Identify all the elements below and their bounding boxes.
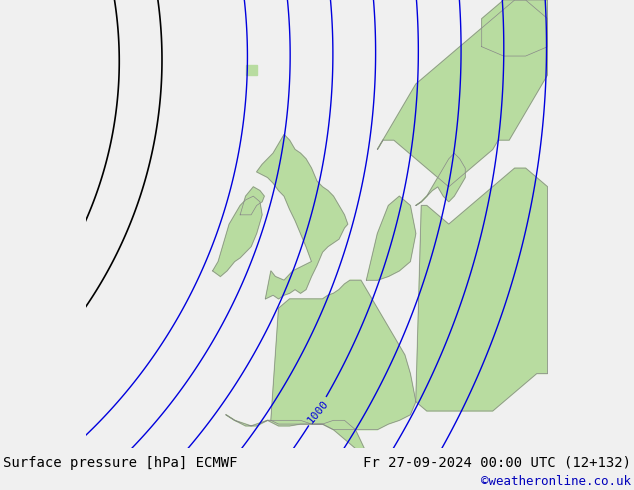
Text: 996: 996 — [202, 474, 223, 490]
Polygon shape — [257, 135, 347, 299]
Polygon shape — [245, 65, 257, 75]
Text: ©weatheronline.co.uk: ©weatheronline.co.uk — [481, 475, 631, 488]
Text: 984: 984 — [40, 456, 62, 475]
Polygon shape — [226, 415, 364, 458]
Text: 988: 988 — [65, 489, 88, 490]
Polygon shape — [377, 0, 548, 187]
Polygon shape — [240, 187, 264, 215]
Text: 1012: 1012 — [418, 454, 443, 481]
Polygon shape — [271, 280, 416, 430]
Text: Surface pressure [hPa] ECMWF: Surface pressure [hPa] ECMWF — [3, 456, 238, 470]
Polygon shape — [416, 153, 465, 205]
Polygon shape — [482, 0, 548, 56]
Polygon shape — [212, 196, 262, 276]
Text: 1000: 1000 — [305, 398, 330, 425]
Polygon shape — [416, 168, 548, 411]
Polygon shape — [366, 196, 416, 280]
Text: Fr 27-09-2024 00:00 UTC (12+132): Fr 27-09-2024 00:00 UTC (12+132) — [363, 456, 631, 470]
